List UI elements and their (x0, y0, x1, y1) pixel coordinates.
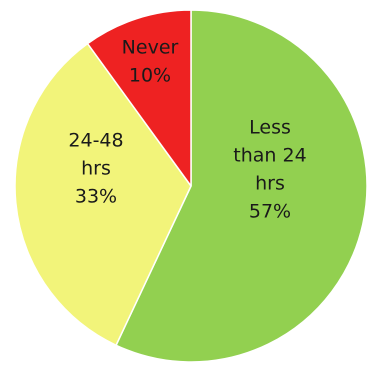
pie-slice-never (86, 9, 192, 187)
pie-slices (14, 9, 368, 363)
pie-label-line: Less (249, 117, 291, 139)
pie-label-24-48-hrs: 24-48 hrs 33% (68, 130, 123, 208)
pie-label-line: 10% (129, 65, 171, 87)
pie-slice-less-than-24-hrs (115, 9, 368, 363)
pie-label-line: hrs (255, 173, 285, 195)
pie-slice-24-48-hrs (14, 42, 192, 346)
pie-label-line: Never (122, 37, 179, 59)
pie-label-line: 57% (249, 201, 291, 223)
pie-label-line: hrs (81, 158, 111, 180)
pie-labels: Less than 24 hrs 57% 24-48 hrs 33% Never 10% (68, 37, 306, 223)
pie-label-line: 24-48 (68, 130, 123, 152)
pie-label-line: 33% (75, 186, 117, 208)
pie-label-line: than 24 (233, 145, 306, 167)
pie-label-less-than-24-hrs: Less than 24 hrs 57% (233, 117, 306, 223)
pie-label-never: Never 10% (122, 37, 179, 87)
